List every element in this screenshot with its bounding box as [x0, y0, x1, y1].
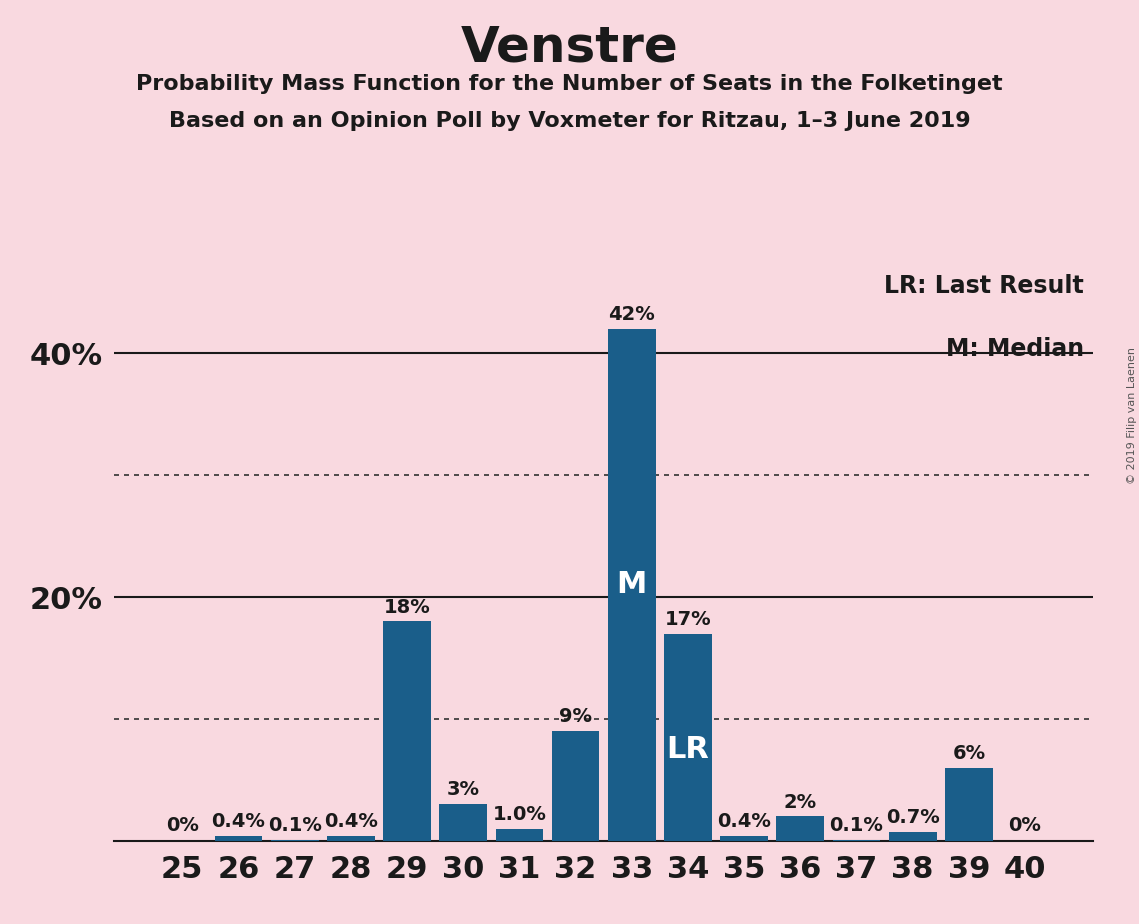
Bar	[833, 840, 880, 841]
Bar	[888, 833, 936, 841]
Text: 18%: 18%	[384, 598, 431, 616]
Text: 3%: 3%	[446, 781, 480, 799]
Text: 0%: 0%	[166, 816, 198, 834]
Text: 0.1%: 0.1%	[829, 816, 884, 834]
Bar	[777, 817, 825, 841]
Text: 2%: 2%	[784, 793, 817, 811]
Text: © 2019 Filip van Laenen: © 2019 Filip van Laenen	[1126, 347, 1137, 484]
Text: Based on an Opinion Poll by Voxmeter for Ritzau, 1–3 June 2019: Based on an Opinion Poll by Voxmeter for…	[169, 111, 970, 131]
Text: Venstre: Venstre	[460, 23, 679, 71]
Text: 42%: 42%	[608, 305, 655, 324]
Text: 9%: 9%	[559, 707, 592, 726]
Bar	[327, 836, 375, 841]
Bar	[945, 768, 993, 841]
Text: LR: Last Result: LR: Last Result	[884, 274, 1083, 298]
Text: 0.7%: 0.7%	[886, 808, 940, 827]
Bar	[214, 836, 262, 841]
Bar	[271, 840, 319, 841]
Text: 0%: 0%	[1009, 816, 1041, 834]
Bar	[664, 634, 712, 841]
Bar	[440, 804, 487, 841]
Bar	[551, 731, 599, 841]
Text: 0.4%: 0.4%	[718, 812, 771, 831]
Text: 17%: 17%	[665, 610, 711, 628]
Text: 0.4%: 0.4%	[323, 812, 378, 831]
Bar	[608, 329, 656, 841]
Text: 0.4%: 0.4%	[212, 812, 265, 831]
Text: 1.0%: 1.0%	[492, 805, 547, 824]
Text: Probability Mass Function for the Number of Seats in the Folketinget: Probability Mass Function for the Number…	[137, 74, 1002, 94]
Text: 6%: 6%	[952, 744, 985, 763]
Text: LR: LR	[666, 735, 710, 764]
Bar	[383, 622, 431, 841]
Bar	[495, 829, 543, 841]
Text: 0.1%: 0.1%	[268, 816, 321, 834]
Text: M: M	[616, 570, 647, 600]
Text: M: Median: M: Median	[945, 336, 1083, 360]
Bar	[720, 836, 768, 841]
